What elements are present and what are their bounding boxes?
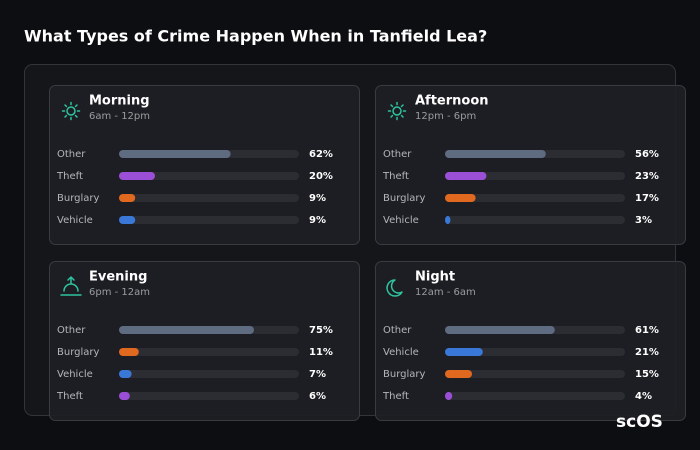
card-bg [49,85,360,245]
bar-track [119,216,299,224]
card: Night 12am - 6am Other 61% Vehicle 21% Burglar… [375,261,686,421]
value-label: 9% [309,215,326,226]
icon-ray [400,104,404,108]
category-label: Other [383,149,412,160]
value-label: 23% [635,171,659,182]
icon-moon [386,279,403,297]
bar-track [119,172,299,180]
page-title: What Types of Crime Happen When in Tanfi… [24,27,487,46]
card-bg [375,261,686,421]
card-bg [375,85,686,245]
bar [119,348,139,356]
bar-track [119,370,299,378]
category-label: Burglary [57,347,99,358]
category-label: Vehicle [57,369,93,380]
category-label: Other [383,325,412,336]
value-label: 17% [635,193,659,204]
bar [119,326,254,334]
bar-track [445,216,625,224]
bar-track [445,370,625,378]
category-label: Burglary [383,369,425,380]
card-subtitle: 6pm - 12am [89,287,150,298]
category-label: Burglary [57,193,99,204]
value-label: 15% [635,369,659,380]
value-label: 11% [309,347,333,358]
icon-ray [74,114,78,118]
card-subtitle: 12am - 6am [415,287,476,298]
bar [445,326,555,334]
icon-ray [400,114,404,118]
bar [445,348,483,356]
bar [119,392,130,400]
card-title: Morning [89,94,150,109]
value-label: 20% [309,171,333,182]
card-subtitle: 6am - 12pm [89,111,150,122]
bar [445,370,472,378]
category-label: Vehicle [383,347,419,358]
card: Morning 6am - 12pm Other 62% Theft 20% Burglar… [49,85,360,245]
card: Evening 6pm - 12am Other 75% Burglary 11% Vehi… [49,261,360,421]
card-title: Night [415,270,455,285]
value-label: 6% [309,391,326,402]
bar [119,150,231,158]
icon-sun [66,106,76,116]
icon-ray [74,104,78,108]
value-label: 61% [635,325,659,336]
value-label: 21% [635,347,659,358]
icon-ray [64,114,68,118]
bar-track [445,348,625,356]
bar-track [445,392,625,400]
card: Afternoon 12pm - 6pm Other 56% Theft 23% Burgl… [375,85,686,245]
card-title: Evening [89,270,147,285]
bar [445,216,451,224]
card-subtitle: 12pm - 6pm [415,111,476,122]
category-label: Theft [56,171,83,182]
card-bg [49,261,360,421]
bar-track [119,348,299,356]
bar-track [445,172,625,180]
value-label: 9% [309,193,326,204]
category-label: Burglary [383,193,425,204]
bar [119,370,132,378]
value-label: 3% [635,215,652,226]
icon-ray [390,104,394,108]
icon-sunset [60,275,82,296]
bar [119,216,136,224]
category-label: Other [57,325,86,336]
bar [445,172,487,180]
value-label: 62% [309,149,333,160]
bar [445,194,476,202]
bar-track [119,392,299,400]
category-label: Theft [56,391,83,402]
bar [445,392,453,400]
bar [119,172,155,180]
icon-sun [392,106,402,116]
category-label: Theft [382,391,409,402]
bar-track [445,194,625,202]
icon-ray [390,114,394,118]
bar-track [119,194,299,202]
icon-ray [64,104,68,108]
value-label: 4% [635,391,652,402]
category-label: Theft [382,171,409,182]
value-label: 75% [309,325,333,336]
card-title: Afternoon [415,94,489,109]
category-label: Vehicle [383,215,419,226]
bar [119,194,136,202]
category-label: Other [57,149,86,160]
logo: scOS [616,412,663,432]
value-label: 56% [635,149,659,160]
value-label: 7% [309,369,326,380]
category-label: Vehicle [57,215,93,226]
bar [445,150,546,158]
